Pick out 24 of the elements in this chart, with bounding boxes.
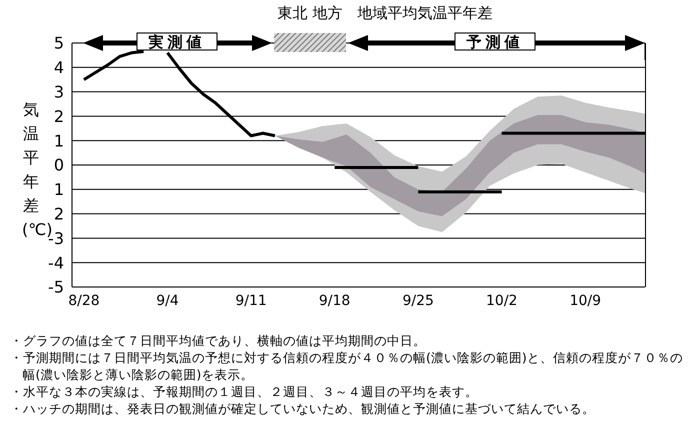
x-tick-label: 9/11	[235, 292, 267, 309]
x-tick-label: 9/25	[402, 292, 434, 309]
chart-title: 東北 地方 地域平均気温平年差	[276, 4, 494, 23]
x-tick-label: 8/28	[68, 292, 100, 309]
text: ・水平な３本の実線は、予報期間の１週目、２週目、３～４週目の平均を表す。	[10, 383, 479, 400]
y-tick-label: 1	[54, 131, 64, 150]
y-tick-label: 5	[54, 34, 64, 53]
y-tick-label: 3	[54, 82, 64, 102]
x-tick-label: 10/9	[570, 292, 602, 309]
y-tick-label: 2	[54, 106, 64, 126]
y-tick-label: 0	[54, 156, 64, 175]
y-tick-label: 2	[54, 204, 64, 224]
annotation: 予測値	[466, 33, 524, 51]
x-tick-label: 9/4	[156, 292, 179, 309]
y-tick-label: 1	[54, 180, 64, 200]
x-tick-label: 9/18	[318, 292, 350, 309]
y-tick-label: -5	[48, 278, 64, 297]
y-tick-label: 4	[54, 58, 64, 78]
y-tick-label: -4	[48, 253, 64, 272]
text: ・グラフの値は全て７日間平均値であり、横軸の値は平均期間の中日。	[10, 332, 427, 349]
x-tick-label: 10/2	[486, 292, 518, 309]
text: ・ハッチの期間は、発表日の観測値が確定していないため、観測値と予測値に基づいて結んでいる。	[10, 400, 596, 417]
annotation: 実測値	[148, 33, 206, 51]
text: ・予測期間には７日間平均気温の予想に対する信頼の程度が４０％の幅(濃い陰影の範囲)と、信頼の程度が７０％の幅(濃い陰影と薄い陰影の範囲)を表示。	[10, 349, 684, 383]
